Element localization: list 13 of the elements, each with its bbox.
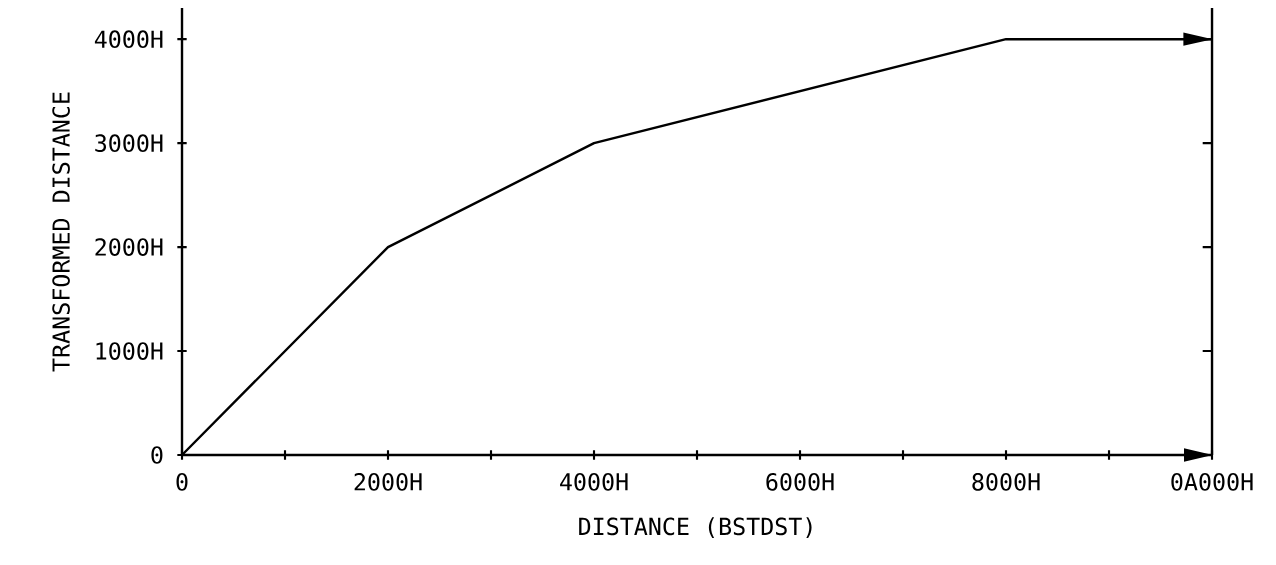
x-axis-title: DISTANCE (BSTDST) xyxy=(579,517,812,538)
y-tick-label: 2000H xyxy=(95,238,163,256)
y-tick-label: 1000H xyxy=(96,342,163,360)
y-tick-label: 3000H xyxy=(95,134,163,152)
x-tick-label: 8000H xyxy=(972,473,1040,491)
y-tick-label: 0 xyxy=(151,446,163,464)
y-axis-title: TRANSFORMED DISTANCE xyxy=(52,92,70,372)
x-tick-label: 4000H xyxy=(560,473,628,491)
x-tick-label: 0A000H xyxy=(1171,473,1253,491)
y-tick-label: 4000H xyxy=(94,30,163,49)
x-tick-label: 2000H xyxy=(354,473,422,491)
x-tick-label: 0 xyxy=(176,473,188,491)
x-tick-label: 6000H xyxy=(766,473,834,491)
